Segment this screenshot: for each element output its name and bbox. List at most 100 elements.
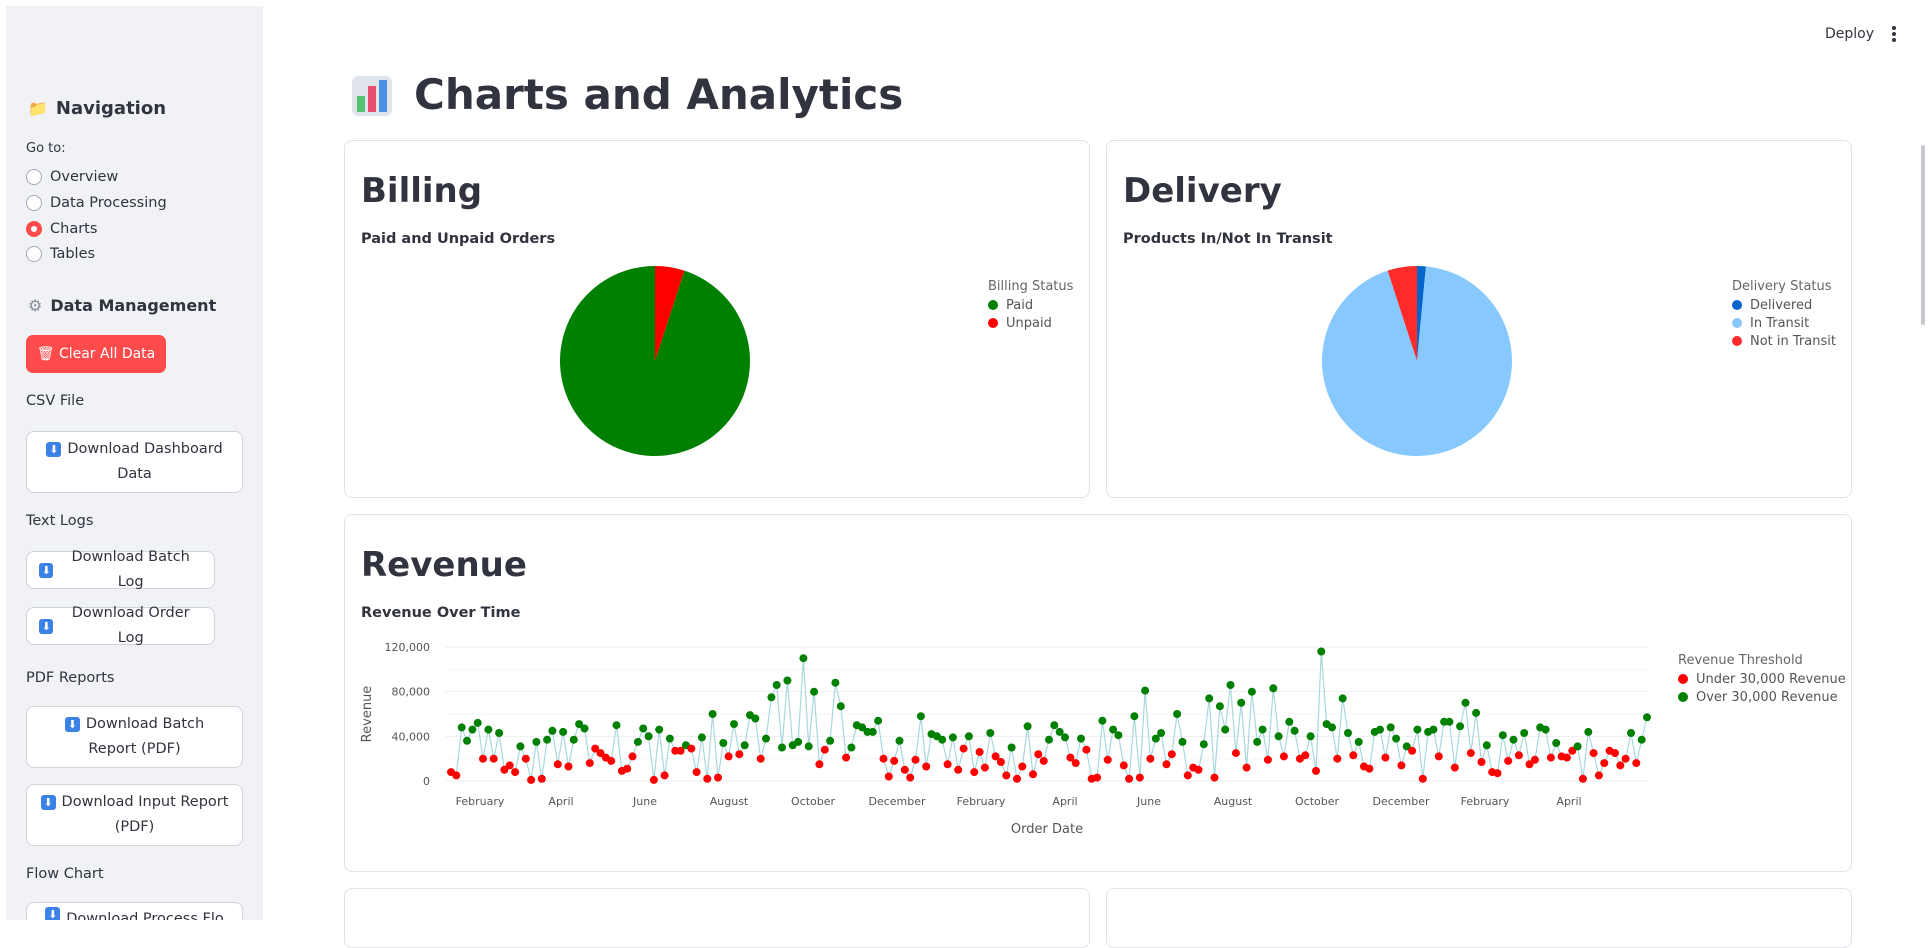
data-point[interactable] [980, 763, 989, 772]
data-point[interactable] [1141, 686, 1150, 695]
data-point[interactable] [1034, 750, 1043, 759]
data-point[interactable] [1114, 731, 1123, 740]
kebab-menu-icon[interactable] [1888, 26, 1900, 44]
data-point[interactable] [1365, 764, 1374, 773]
data-point[interactable] [996, 758, 1005, 766]
data-point[interactable] [1578, 774, 1587, 783]
data-point[interactable] [1402, 742, 1411, 751]
data-point[interactable] [1045, 735, 1053, 744]
data-point[interactable] [1338, 694, 1347, 703]
data-point[interactable] [1146, 754, 1155, 763]
data-point[interactable] [687, 744, 696, 753]
data-point[interactable] [585, 759, 594, 768]
data-point[interactable] [660, 771, 669, 780]
data-point[interactable] [1312, 766, 1320, 775]
data-point[interactable] [548, 726, 557, 735]
radio-button[interactable] [26, 169, 42, 185]
data-point[interactable] [1376, 725, 1384, 734]
data-point[interactable] [943, 760, 952, 769]
data-point[interactable] [959, 744, 968, 753]
data-point[interactable] [858, 723, 867, 732]
data-point[interactable] [1066, 753, 1075, 762]
data-point[interactable] [527, 775, 536, 784]
data-point[interactable] [1616, 761, 1625, 770]
pie-slice-not-in-transit[interactable] [1387, 266, 1417, 361]
data-point[interactable] [874, 716, 883, 725]
data-point[interactable] [521, 754, 530, 763]
delivery-pie-chart[interactable] [1317, 261, 1517, 461]
data-point[interactable] [1242, 763, 1251, 772]
data-point[interactable] [916, 712, 925, 721]
data-point[interactable] [1306, 732, 1315, 741]
data-point[interactable] [1231, 749, 1240, 758]
data-point[interactable] [1055, 727, 1064, 736]
data-point[interactable] [783, 676, 792, 685]
data-point[interactable] [847, 743, 856, 752]
data-point[interactable] [804, 742, 813, 751]
data-point[interactable] [473, 718, 482, 727]
data-point[interactable] [1482, 741, 1491, 750]
download-batch-log-button[interactable]: ⬇ Download Batch Log [26, 549, 215, 590]
data-point[interactable] [1573, 742, 1582, 751]
data-point[interactable] [1093, 773, 1102, 782]
data-point[interactable] [826, 736, 835, 745]
data-point[interactable] [1514, 751, 1523, 760]
nav-radio-data-processing[interactable]: Data Processing [26, 195, 167, 211]
data-point[interactable] [1151, 734, 1160, 743]
data-point[interactable] [1290, 726, 1299, 735]
data-point[interactable] [719, 739, 728, 747]
data-point[interactable] [868, 727, 877, 736]
data-point[interactable] [714, 773, 722, 782]
legend-item-over[interactable]: Over 30,000 Revenue [1678, 688, 1846, 706]
data-point[interactable] [463, 736, 471, 745]
download-process-flow-button[interactable]: ⬇ Download Process Flo [26, 902, 243, 920]
data-point[interactable] [820, 745, 829, 754]
data-point[interactable] [564, 762, 573, 771]
data-point[interactable] [591, 744, 600, 753]
data-point[interactable] [1429, 725, 1438, 734]
download-batch-report-button[interactable]: ⬇ Download Batch Report (PDF) [26, 706, 243, 768]
nav-radio-charts[interactable]: Charts [26, 221, 97, 237]
data-point[interactable] [1434, 752, 1443, 761]
data-point[interactable] [1157, 729, 1166, 737]
data-point[interactable] [1637, 735, 1646, 744]
data-point[interactable] [500, 765, 509, 774]
data-point[interactable] [1328, 723, 1336, 732]
data-point[interactable] [1018, 762, 1027, 771]
data-point[interactable] [986, 729, 995, 737]
page-scrollbar[interactable] [1921, 145, 1925, 325]
data-point[interactable] [1418, 774, 1427, 783]
data-point[interactable] [1354, 737, 1363, 746]
data-point[interactable] [1530, 755, 1539, 764]
data-point[interactable] [1472, 708, 1481, 717]
data-point[interactable] [1077, 734, 1085, 743]
data-point[interactable] [1333, 754, 1342, 763]
legend-item-not-in-transit[interactable]: Not in Transit [1732, 332, 1836, 350]
data-point[interactable] [580, 724, 589, 733]
legend-item-under[interactable]: Under 30,000 Revenue [1678, 670, 1846, 688]
data-point[interactable] [1504, 756, 1513, 765]
data-point[interactable] [1552, 739, 1561, 747]
data-point[interactable] [842, 753, 851, 762]
nav-radio-tables[interactable]: Tables [26, 246, 95, 262]
nav-radio-overview[interactable]: Overview [26, 169, 118, 185]
download-input-report-button[interactable]: ⬇ Download Input Report (PDF) [26, 784, 243, 846]
data-point[interactable] [1643, 713, 1651, 722]
data-point[interactable] [1520, 729, 1529, 737]
data-point[interactable] [1082, 745, 1091, 754]
data-point[interactable] [810, 687, 819, 696]
data-point[interactable] [1509, 735, 1518, 744]
data-point[interactable] [1381, 753, 1390, 762]
data-point[interactable] [1413, 725, 1422, 734]
data-point[interactable] [516, 742, 525, 751]
legend-item-unpaid[interactable]: Unpaid [988, 314, 1073, 332]
data-point[interactable] [1584, 727, 1593, 736]
data-point[interactable] [703, 774, 712, 783]
data-point[interactable] [1135, 773, 1144, 782]
data-point[interactable] [772, 681, 781, 689]
data-point[interactable] [836, 702, 845, 711]
data-point[interactable] [1317, 647, 1326, 656]
data-point[interactable] [1199, 740, 1208, 749]
data-point[interactable] [756, 754, 765, 763]
data-point[interactable] [762, 734, 770, 743]
